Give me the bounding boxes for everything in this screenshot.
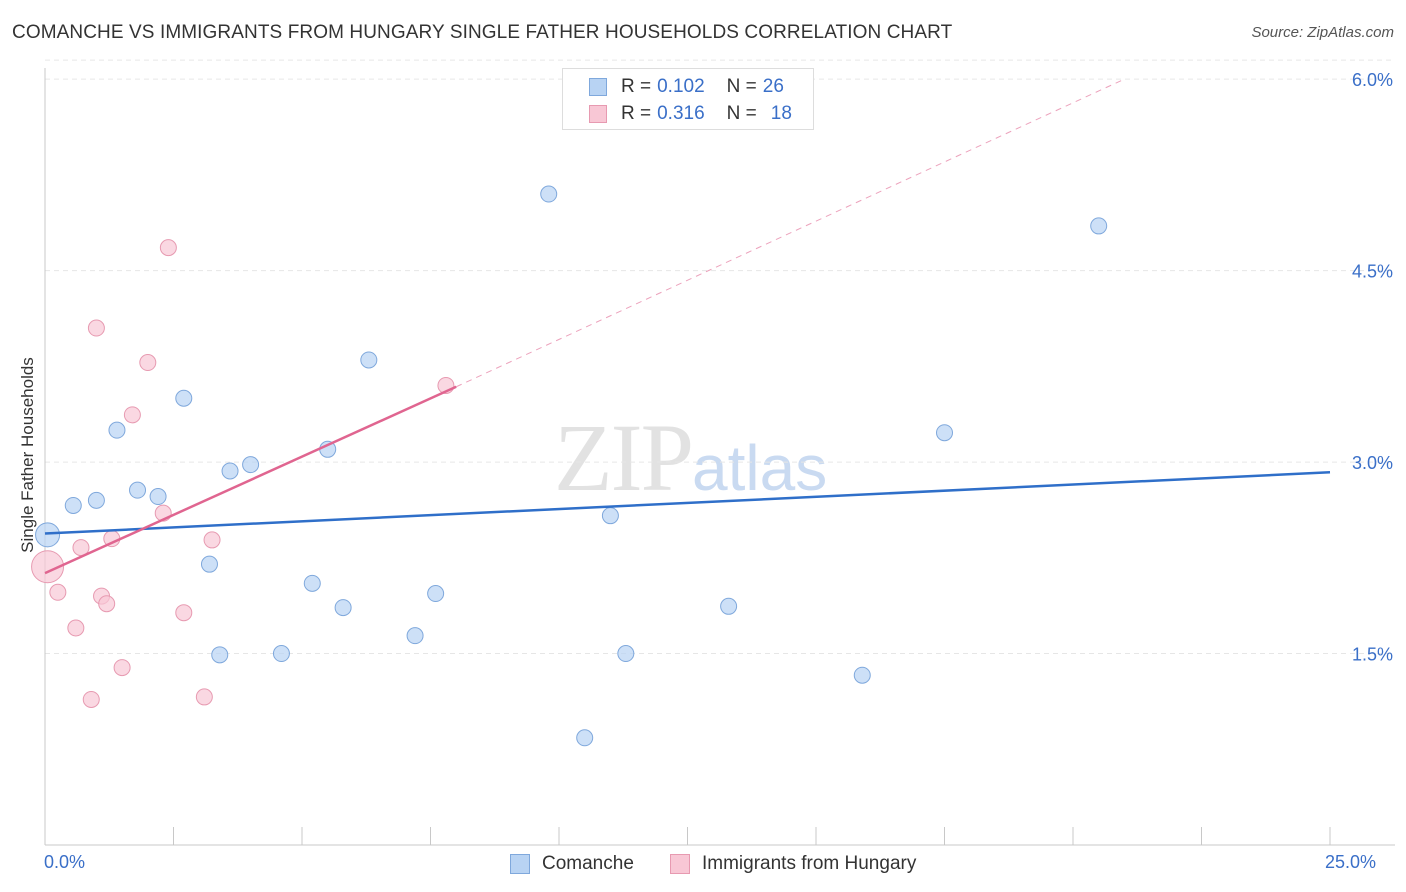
hungary-point [31, 550, 65, 584]
comanche-trend-line [44, 471, 1331, 535]
hungary-point [159, 239, 177, 257]
chart-title: COMANCHE VS IMMIGRANTS FROM HUNGARY SING… [12, 22, 953, 43]
watermark-zip: ZIP [554, 404, 694, 511]
legend-row-hungary: R = 0.316 N = 18 [589, 102, 792, 126]
legend-n-label: N = [726, 103, 757, 124]
legend-r-label: R = [621, 76, 652, 97]
hungary-legend-label: Immigrants from Hungary [702, 853, 917, 874]
legend-n-value: 18 [770, 103, 792, 124]
bottom-legend-hungary: Immigrants from Hungary [670, 852, 916, 876]
legend-r-value: 0.316 [657, 103, 705, 124]
comanche-point [129, 481, 147, 499]
comanche-point [64, 496, 82, 514]
x-tick-label-max: 25.0% [1325, 852, 1377, 872]
hungary-trend-extension [455, 78, 1125, 388]
hungary-point [113, 659, 131, 677]
comanche-point [617, 645, 635, 663]
bottom-legend-comanche: Comanche [510, 852, 634, 876]
comanche-point [211, 646, 229, 664]
comanche-point [720, 597, 738, 615]
hungary-legend-swatch [670, 854, 690, 874]
y-tick-label: 3.0% [1352, 453, 1393, 473]
comanche-point [87, 491, 105, 509]
comanche-point [540, 185, 558, 203]
comanche-point [406, 627, 424, 645]
legend-n-label: N = [726, 76, 757, 97]
hungary-point [87, 319, 105, 337]
comanche-point [853, 666, 871, 684]
comanche-point [427, 585, 445, 603]
hungary-point [203, 531, 221, 549]
legend-r-label: R = [621, 103, 652, 124]
comanche-point [272, 645, 290, 663]
hungary-point [82, 690, 100, 708]
hungary-swatch [589, 105, 607, 123]
hungary-point [139, 354, 157, 372]
comanche-point [576, 729, 594, 747]
y-tick-label: 6.0% [1352, 70, 1393, 90]
y-tick-label: 4.5% [1352, 262, 1393, 282]
comanche-point [360, 351, 378, 369]
comanche-point [242, 456, 260, 474]
comanche-legend-swatch [510, 854, 530, 874]
legend-row-comanche: R = 0.102 N = 26 [589, 75, 784, 99]
comanche-legend-label: Comanche [542, 853, 634, 874]
comanche-swatch [589, 78, 607, 96]
legend-r-value: 0.102 [657, 76, 705, 97]
stats-legend: R = 0.102 N = 26 R = 0.316 N = 18 [562, 68, 814, 130]
hungary-point [175, 604, 193, 622]
x-tick-label-min: 0.0% [44, 852, 86, 872]
comanche-point [221, 462, 239, 480]
hungary-point [98, 595, 116, 613]
comanche-point [149, 488, 167, 506]
legend-n-value: 26 [762, 76, 784, 97]
watermark-atlas: atlas [692, 432, 828, 504]
comanche-point [200, 555, 218, 573]
comanche-point [601, 507, 619, 525]
comanche-point [108, 421, 126, 439]
hungary-point [123, 406, 141, 424]
comanche-point [1090, 217, 1108, 235]
hungary-trend-line [44, 385, 457, 575]
y-axis-label: Single Father Households [18, 357, 37, 553]
source-label: Source: ZipAtlas.com [1251, 24, 1394, 41]
comanche-point [936, 424, 953, 442]
comanche-point [35, 522, 61, 548]
hungary-point [195, 688, 213, 706]
y-tick-label: 1.5% [1352, 645, 1393, 665]
comanche-point [303, 574, 321, 592]
comanche-point [175, 389, 193, 407]
hungary-point [67, 619, 85, 637]
hungary-point [49, 583, 67, 601]
comanche-point [334, 599, 352, 617]
watermark: ZIPatlas [554, 402, 827, 513]
